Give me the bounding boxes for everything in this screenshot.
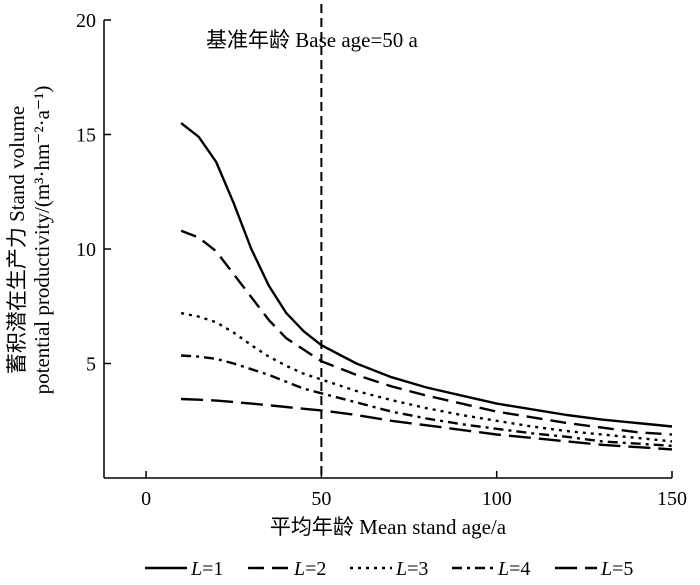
series-line-4 bbox=[181, 354, 673, 448]
series-line-3 bbox=[180, 311, 673, 443]
x-axis-label: 平均年龄 Mean stand age/a bbox=[270, 515, 507, 539]
legend-label-1: L=1 bbox=[190, 558, 223, 580]
base-age-annotation: 基准年龄 Base age=50 a bbox=[206, 28, 419, 52]
legend: L=1 L=2 L=3 L=4 L=5 bbox=[145, 558, 633, 580]
y-tick-label: 15 bbox=[76, 125, 96, 147]
legend-label-5: L=5 bbox=[600, 558, 633, 580]
legend-label-2: L=2 bbox=[293, 558, 326, 580]
x-tick-label: 150 bbox=[657, 488, 687, 510]
x-tick-label: 0 bbox=[141, 488, 151, 510]
x-tick-label: 100 bbox=[482, 488, 512, 510]
y-tick-label: 10 bbox=[76, 239, 96, 261]
y-axis-label-line2: potential productivity/(m³·hm⁻²·a⁻¹) bbox=[30, 86, 54, 395]
x-tick-label: 50 bbox=[311, 488, 331, 510]
legend-label-4: L=4 bbox=[497, 558, 530, 580]
axes: 0 50 100 150 5 10 15 20 bbox=[76, 10, 687, 510]
y-tick-label: 20 bbox=[76, 10, 96, 32]
y-tick-label: 5 bbox=[86, 354, 96, 376]
series-line-1 bbox=[180, 122, 673, 428]
y-axis-label-line1: 蓄积潜在生产力 Stand volume bbox=[5, 106, 29, 374]
series-layer bbox=[180, 122, 673, 451]
series-line-5 bbox=[181, 397, 673, 451]
legend-label-3: L=3 bbox=[395, 558, 428, 580]
